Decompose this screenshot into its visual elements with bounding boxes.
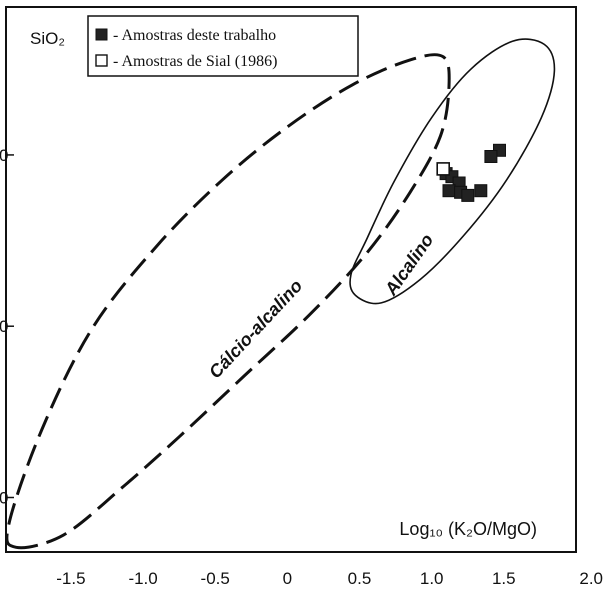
- x-tick-label-3: 0: [283, 569, 292, 588]
- y-axis-label: SiO₂: [30, 29, 65, 48]
- data-point-this-work-8: [474, 184, 488, 198]
- data-point-this-work-5: [442, 184, 456, 198]
- y-tick-label-2: 0: [0, 146, 8, 165]
- x-tick-label-2: -0.5: [201, 569, 230, 588]
- x-tick-label-4: 0.5: [348, 569, 372, 588]
- data-point-this-work-7: [461, 188, 475, 202]
- data-point-sial-1986-0: [436, 162, 451, 176]
- legend-label-sial-1986: - Amostras de Sial (1986): [113, 53, 277, 70]
- y-tick-label-1: 0: [0, 317, 8, 336]
- legend: - Amostras deste trabalho - Amostras de …: [87, 15, 359, 77]
- x-tick-label-5: 1.0: [420, 569, 444, 588]
- data-points: [436, 143, 506, 202]
- legend-filled-square-icon: [95, 28, 108, 41]
- legend-open-square-icon: [95, 54, 108, 67]
- plot-frame: [5, 6, 577, 553]
- calc-alkaline-field-label: Cálcio-alcalino: [205, 276, 306, 383]
- x-axis-label: Log₁₀ (K₂O/MgO): [399, 519, 537, 539]
- x-tick-label-1: -1.0: [128, 569, 157, 588]
- y-axis-ticks: 0 0 0: [0, 146, 14, 508]
- alkaline-field-label: Alcalino: [380, 230, 437, 300]
- x-tick-label-0: -1.5: [56, 569, 85, 588]
- x-tick-label-7: 2.0: [579, 569, 603, 588]
- data-point-this-work-1: [484, 150, 498, 163]
- alkaline-field-outline: [349, 38, 556, 305]
- x-axis-tick-labels: -1.5 -1.0 -0.5 0 0.5 1.0 1.5 2.0: [56, 569, 603, 588]
- legend-label-this-work: - Amostras deste trabalho: [113, 27, 276, 44]
- legend-box: [87, 15, 359, 77]
- x-tick-label-6: 1.5: [492, 569, 516, 588]
- calc-alkaline-field-outline: [5, 53, 451, 550]
- y-tick-label-0: 0: [0, 489, 8, 508]
